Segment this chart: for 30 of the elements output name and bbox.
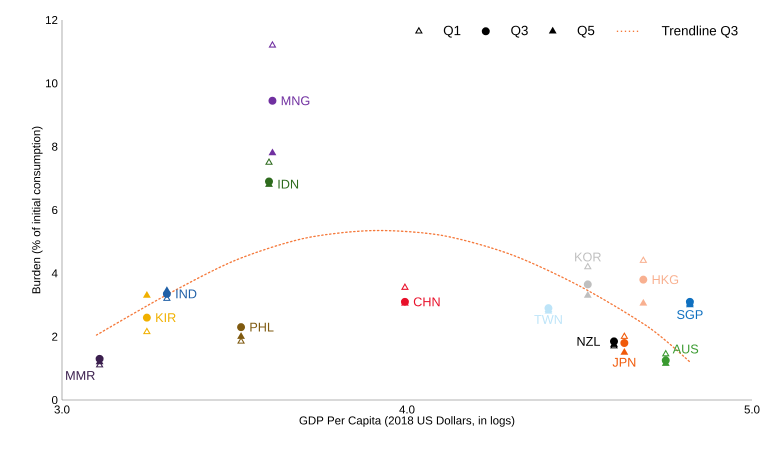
y-tick-label: 10 <box>46 79 58 88</box>
y-tick-label: 6 <box>52 206 58 214</box>
annotation: HKG <box>652 275 678 284</box>
annotation: MMR <box>66 371 95 380</box>
y-axis-title: Burden (% of initial consumption) <box>32 126 43 294</box>
legend-label: Q1 <box>444 26 460 38</box>
annotation: CHN <box>414 297 440 306</box>
y-tick-label: 2 <box>52 332 58 341</box>
legend-label: Q5 <box>578 26 594 38</box>
annotation: MNG <box>282 96 310 106</box>
annotation: TWN <box>534 315 562 324</box>
x-tick-label: 5.0 <box>744 405 760 414</box>
annotation: SGP <box>677 310 703 320</box>
annotation: NZL <box>578 337 600 346</box>
annotation: PHL <box>250 322 274 332</box>
annotation: AUS <box>672 344 698 354</box>
x-tick-label: 3.0 <box>54 405 70 414</box>
legend-label: Trendline Q3 <box>662 26 738 38</box>
annotation: IDN <box>278 180 298 189</box>
y-tick-label: 8 <box>52 142 58 151</box>
annotation: JPN <box>612 358 636 367</box>
y-tick-label: 12 <box>46 16 58 24</box>
annotation: KOR <box>575 252 601 262</box>
annotation: IND <box>176 290 196 298</box>
x-tick-label: 4.0 <box>399 405 415 414</box>
x-axis-title: GDP Per Capita (2018 US Dollars, in logs) <box>300 416 514 427</box>
y-tick-label: 4 <box>52 269 58 278</box>
legend-label: Q3 <box>511 26 528 38</box>
y-tick-label: 0 <box>52 396 58 404</box>
annotation: KIR <box>156 313 176 322</box>
